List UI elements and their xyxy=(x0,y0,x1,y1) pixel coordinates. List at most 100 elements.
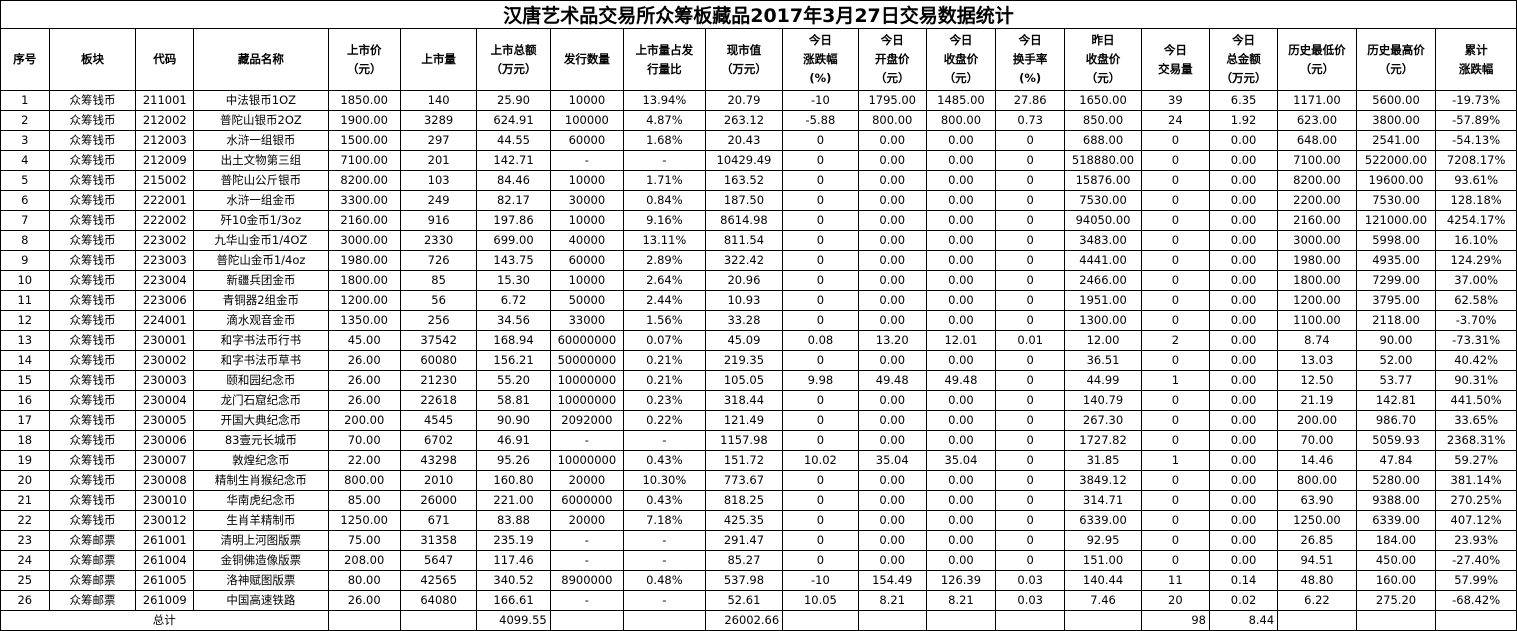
table-cell: 15.30 xyxy=(476,270,551,291)
table-cell: 200.00 xyxy=(327,410,401,431)
table-cell: 23.93% xyxy=(1435,530,1517,551)
table-cell: 322.42 xyxy=(704,250,784,271)
table-cell: 青铜器2组金币 xyxy=(193,290,329,311)
column-header-line: 上市量 xyxy=(421,52,456,66)
table-cell: 众筹钱币 xyxy=(48,210,137,231)
table-cell: 52.61 xyxy=(704,590,784,611)
table-cell: 212009 xyxy=(135,150,195,171)
column-header-line: 交易量 xyxy=(1158,61,1193,76)
table-cell: 0 xyxy=(782,250,859,271)
table-cell: 8200.00 xyxy=(327,170,401,191)
table-cell: 1200.00 xyxy=(1277,290,1357,311)
table-cell: 0.00 xyxy=(857,250,927,271)
column-header-line: （元） xyxy=(346,61,382,76)
table-cell: 0.00 xyxy=(857,170,927,191)
table-cell: 0.00 xyxy=(925,410,997,431)
table-cell: 0.00 xyxy=(1208,270,1279,291)
column-header-line: (%) xyxy=(809,71,832,85)
table-cell: 0 xyxy=(1140,430,1210,451)
table-cell: 1300.00 xyxy=(1064,310,1142,331)
table-cell: 36.51 xyxy=(1064,350,1142,371)
column-header-line: 涨跌幅 xyxy=(1458,61,1494,76)
table-cell: 0 xyxy=(995,270,1066,291)
table-cell: 众筹钱币 xyxy=(48,470,137,491)
table-cell: 15876.00 xyxy=(1064,170,1142,191)
table-cell: 5 xyxy=(0,170,50,191)
column-header: 今日 总金额 （万元） xyxy=(1208,28,1279,91)
table-cell: 275.20 xyxy=(1355,590,1437,611)
table-cell: 1171.00 xyxy=(1277,90,1357,111)
table-cell: 60080 xyxy=(399,350,478,371)
table-cell: 0.00 xyxy=(925,470,997,491)
table-cell: 1250.00 xyxy=(1277,510,1357,531)
table-cell: 19 xyxy=(0,450,50,471)
column-header-line: 上市量占发 xyxy=(635,42,694,57)
table-cell: 众筹钱币 xyxy=(48,110,137,131)
table-cell: -68.42% xyxy=(1435,590,1517,611)
table-cell: 众筹邮票 xyxy=(48,530,137,551)
table-cell: 13.94% xyxy=(623,90,706,111)
table-cell: 52.00 xyxy=(1355,350,1437,371)
table-cell: 45.00 xyxy=(327,330,401,351)
table-cell: 6339.00 xyxy=(1355,510,1437,531)
table-cell: 3300.00 xyxy=(327,190,401,211)
table-cell: 26.00 xyxy=(327,390,401,411)
table-cell: - xyxy=(623,590,706,611)
table-cell: 9 xyxy=(0,250,50,271)
table-cell: 0.00 xyxy=(925,150,997,171)
table-cell: 0.00 xyxy=(1208,310,1279,331)
column-header: 上市总额 （万元） xyxy=(476,28,551,91)
table-cell: 82.17 xyxy=(476,190,551,211)
table-cell: 154.49 xyxy=(857,570,927,591)
table-cell: -27.40% xyxy=(1435,550,1517,571)
table-cell: 0 xyxy=(1140,130,1210,151)
table-cell: 916 xyxy=(399,210,478,231)
table-cell: 0.00 xyxy=(857,270,927,291)
table-cell: 歼10金币1/3oz xyxy=(193,210,329,231)
table-cell: 0 xyxy=(782,550,859,571)
table-cell: 70.00 xyxy=(1277,430,1357,451)
table-cell: 230007 xyxy=(135,450,195,471)
table-cell: 230001 xyxy=(135,330,195,351)
table-cell: 众筹钱币 xyxy=(48,290,137,311)
table-cell: 9388.00 xyxy=(1355,490,1437,511)
table-cell: 众筹邮票 xyxy=(48,570,137,591)
table-cell: 60000000 xyxy=(549,330,625,351)
table-cell: 7299.00 xyxy=(1355,270,1437,291)
table-cell: 44.99 xyxy=(1064,370,1142,391)
table-cell: 64080 xyxy=(399,590,478,611)
table-cell: - xyxy=(623,150,706,171)
table-cell: 26.85 xyxy=(1277,530,1357,551)
table-cell: 普陀山公斤银币 xyxy=(193,170,329,191)
table-cell: 众筹钱币 xyxy=(48,490,137,511)
table-row: 2 众筹钱币 212002 普陀山银币2OZ 1900.00 3289 624.91 1000… xyxy=(0,110,1517,131)
table-cell: 5059.93 xyxy=(1355,430,1437,451)
table-cell: 0.00 xyxy=(1208,190,1279,211)
table-cell: 0.01 xyxy=(995,330,1066,351)
table-cell: 80.00 xyxy=(327,570,401,591)
total-cell xyxy=(857,610,927,631)
table-cell: 0.03 xyxy=(995,590,1066,611)
table-cell: 2368.31% xyxy=(1435,430,1517,451)
table-cell: - xyxy=(549,550,625,571)
total-listing-amount: 4099.55 xyxy=(476,610,551,631)
table-cell: 818.25 xyxy=(704,490,784,511)
table-cell: 0.00 xyxy=(925,190,997,211)
table-cell: 166.61 xyxy=(476,590,551,611)
column-header-line: 昨日 xyxy=(1091,33,1115,47)
table-cell: 0.73 xyxy=(995,110,1066,131)
table-cell: 94.51 xyxy=(1277,550,1357,571)
table-cell: 25 xyxy=(0,570,50,591)
table-cell: 2010 xyxy=(399,470,478,491)
table-cell: 230002 xyxy=(135,350,195,371)
table-cell: 94050.00 xyxy=(1064,210,1142,231)
total-market-value: 26002.66 xyxy=(704,610,784,631)
total-amount: 8.44 xyxy=(1208,610,1279,631)
table-cell: 10000 xyxy=(549,90,625,111)
table-cell: 0 xyxy=(782,490,859,511)
total-label: 总计 xyxy=(0,610,329,631)
table-cell: 0.00 xyxy=(925,230,997,251)
table-cell: 3483.00 xyxy=(1064,230,1142,251)
table-cell: 8.21 xyxy=(857,590,927,611)
